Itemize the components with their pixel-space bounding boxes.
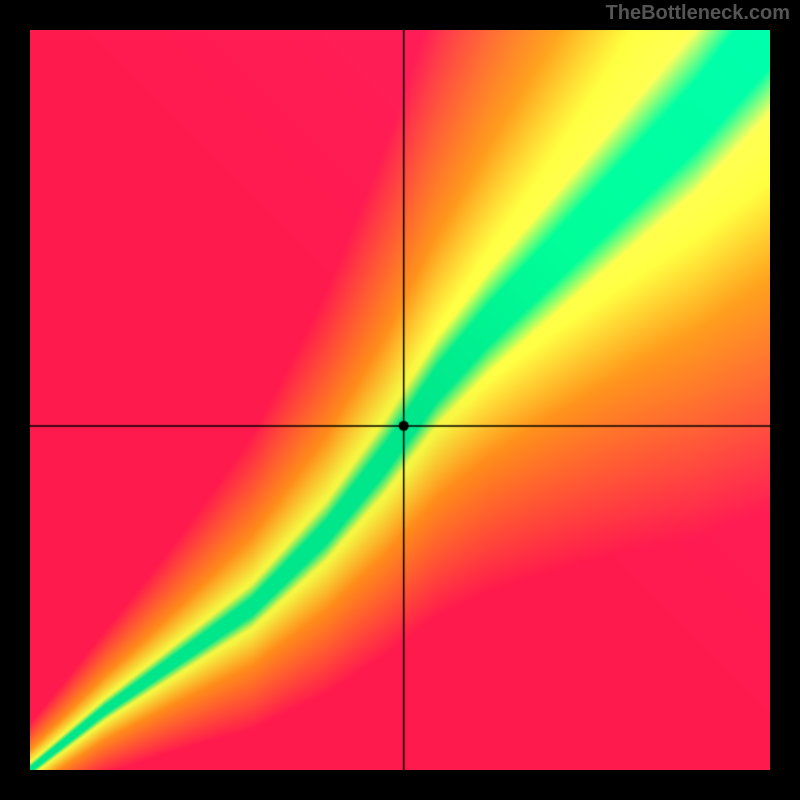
chart-container: TheBottleneck.com	[0, 0, 800, 800]
bottleneck-heatmap	[30, 30, 770, 770]
watermark-text: TheBottleneck.com	[606, 2, 790, 25]
